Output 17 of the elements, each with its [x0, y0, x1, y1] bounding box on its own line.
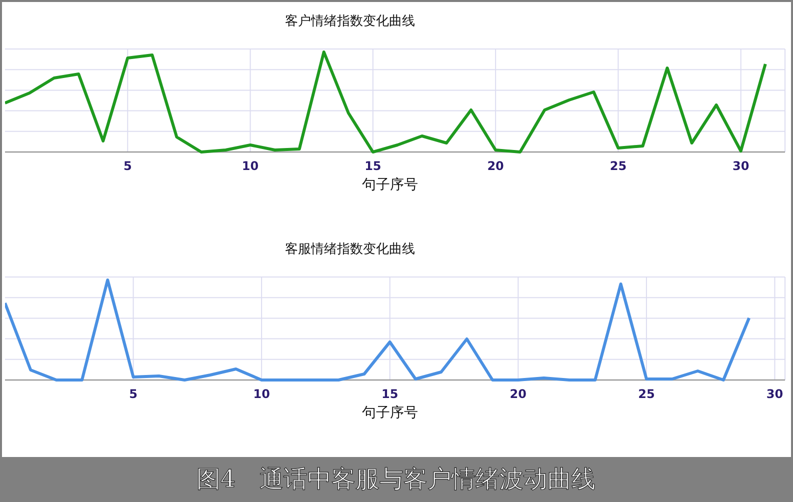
x-axis-title: 句子序号 — [362, 177, 418, 193]
x-tick-label: 25 — [610, 159, 627, 173]
x-axis-title: 句子序号 — [362, 405, 418, 421]
x-tick-label: 10 — [242, 159, 259, 173]
x-tick-label: 30 — [732, 159, 750, 173]
x-tick-label: 30 — [766, 387, 784, 401]
x-tick-label: 10 — [253, 387, 270, 401]
x-tick-label: 5 — [123, 159, 132, 173]
x-tick-label: 15 — [382, 387, 398, 401]
x-tick-label: 20 — [487, 159, 504, 173]
x-tick-label: 5 — [129, 387, 138, 401]
chart-title: 客户情绪指数变化曲线 — [285, 13, 415, 29]
x-tick-label: 20 — [510, 387, 527, 401]
caption: 图4 通话中客服与客户情绪波动曲线 — [196, 465, 596, 493]
x-tick-label: 15 — [364, 159, 382, 173]
chart-title: 客服情绪指数变化曲线 — [285, 241, 415, 257]
x-tick-label: 25 — [638, 387, 655, 401]
